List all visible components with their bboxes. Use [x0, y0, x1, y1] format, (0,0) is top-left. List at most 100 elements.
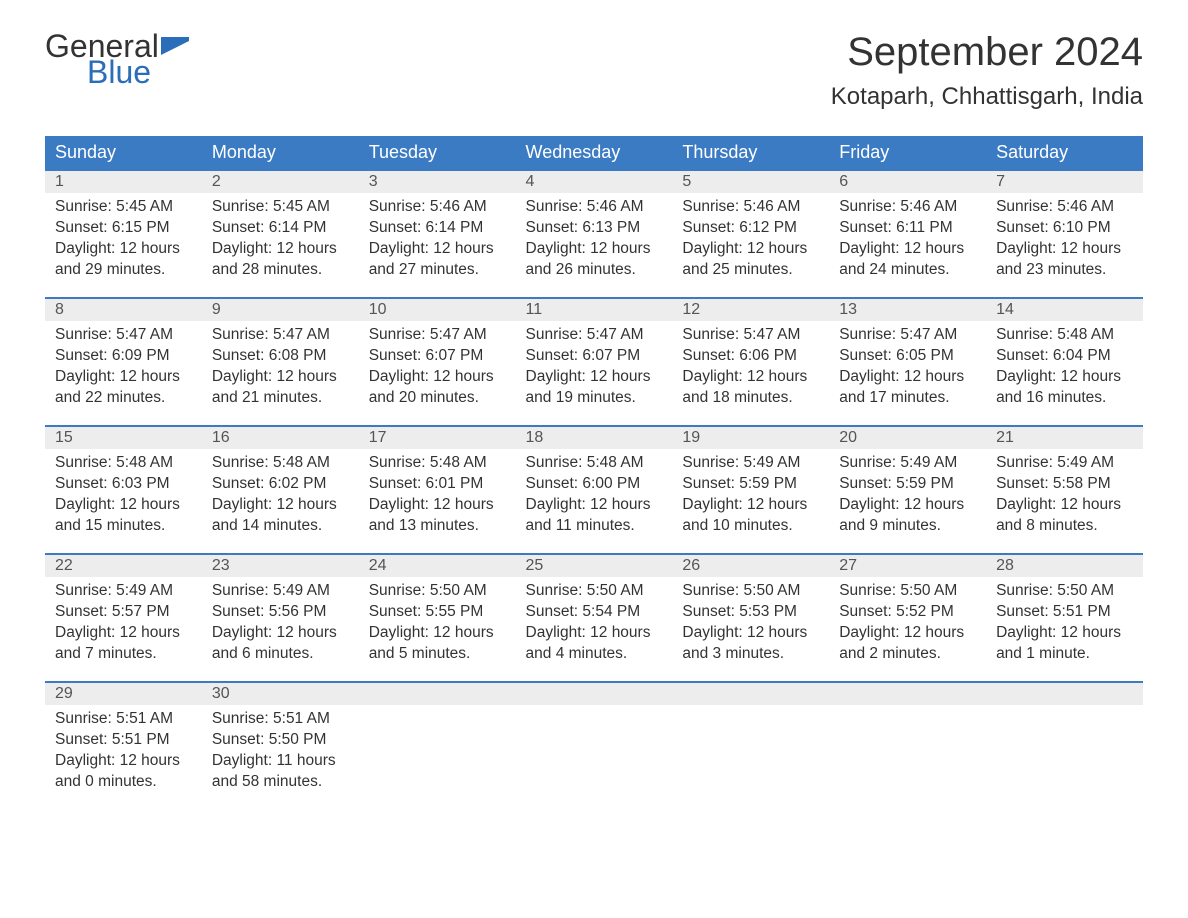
day-daylight2: and 28 minutes.: [212, 260, 349, 281]
day-cell: 18Sunrise: 5:48 AMSunset: 6:00 PMDayligh…: [516, 426, 673, 554]
day-sunset: Sunset: 5:52 PM: [839, 602, 976, 623]
day-number: 24: [359, 555, 516, 577]
day-number: 23: [202, 555, 359, 577]
day-cell: [359, 682, 516, 810]
week-row: 1Sunrise: 5:45 AMSunset: 6:15 PMDaylight…: [45, 170, 1143, 298]
day-daylight2: and 15 minutes.: [55, 516, 192, 537]
day-cell: 7Sunrise: 5:46 AMSunset: 6:10 PMDaylight…: [986, 170, 1143, 298]
day-cell: [829, 682, 986, 810]
weekday-header: Saturday: [986, 136, 1143, 170]
day-daylight1: Daylight: 12 hours: [55, 751, 192, 772]
day-sunrise: Sunrise: 5:47 AM: [839, 325, 976, 346]
day-cell: 12Sunrise: 5:47 AMSunset: 6:06 PMDayligh…: [672, 298, 829, 426]
location: Kotaparh, Chhattisgarh, India: [831, 83, 1143, 111]
day-sunset: Sunset: 6:13 PM: [526, 218, 663, 239]
day-content: Sunrise: 5:48 AMSunset: 6:00 PMDaylight:…: [516, 449, 673, 547]
day-content: Sunrise: 5:50 AMSunset: 5:53 PMDaylight:…: [672, 577, 829, 675]
weekday-header: Sunday: [45, 136, 202, 170]
day-sunset: Sunset: 6:15 PM: [55, 218, 192, 239]
day-sunrise: Sunrise: 5:48 AM: [369, 453, 506, 474]
day-cell: 30Sunrise: 5:51 AMSunset: 5:50 PMDayligh…: [202, 682, 359, 810]
day-number: 25: [516, 555, 673, 577]
day-daylight1: Daylight: 12 hours: [212, 367, 349, 388]
day-daylight2: and 29 minutes.: [55, 260, 192, 281]
day-daylight1: Daylight: 12 hours: [682, 239, 819, 260]
day-daylight1: Daylight: 12 hours: [839, 495, 976, 516]
day-daylight1: Daylight: 12 hours: [839, 623, 976, 644]
day-number: 15: [45, 427, 202, 449]
day-sunrise: Sunrise: 5:45 AM: [212, 197, 349, 218]
day-number: 26: [672, 555, 829, 577]
day-sunrise: Sunrise: 5:50 AM: [369, 581, 506, 602]
day-cell: 25Sunrise: 5:50 AMSunset: 5:54 PMDayligh…: [516, 554, 673, 682]
day-content: Sunrise: 5:46 AMSunset: 6:11 PMDaylight:…: [829, 193, 986, 291]
weekday-header: Tuesday: [359, 136, 516, 170]
day-daylight2: and 17 minutes.: [839, 388, 976, 409]
day-daylight1: Daylight: 12 hours: [526, 623, 663, 644]
day-content: Sunrise: 5:49 AMSunset: 5:59 PMDaylight:…: [829, 449, 986, 547]
day-number: 16: [202, 427, 359, 449]
weekday-header: Wednesday: [516, 136, 673, 170]
day-cell: 2Sunrise: 5:45 AMSunset: 6:14 PMDaylight…: [202, 170, 359, 298]
day-cell: 29Sunrise: 5:51 AMSunset: 5:51 PMDayligh…: [45, 682, 202, 810]
day-cell: [986, 682, 1143, 810]
day-sunrise: Sunrise: 5:51 AM: [212, 709, 349, 730]
day-sunrise: Sunrise: 5:45 AM: [55, 197, 192, 218]
day-daylight2: and 19 minutes.: [526, 388, 663, 409]
day-cell: 10Sunrise: 5:47 AMSunset: 6:07 PMDayligh…: [359, 298, 516, 426]
day-sunrise: Sunrise: 5:47 AM: [682, 325, 819, 346]
day-daylight1: Daylight: 12 hours: [212, 239, 349, 260]
day-daylight1: Daylight: 12 hours: [369, 367, 506, 388]
day-content: Sunrise: 5:50 AMSunset: 5:52 PMDaylight:…: [829, 577, 986, 675]
day-sunrise: Sunrise: 5:46 AM: [996, 197, 1133, 218]
day-daylight2: and 1 minute.: [996, 644, 1133, 665]
day-content: Sunrise: 5:49 AMSunset: 5:56 PMDaylight:…: [202, 577, 359, 675]
day-number: 9: [202, 299, 359, 321]
day-sunrise: Sunrise: 5:46 AM: [839, 197, 976, 218]
day-number: 28: [986, 555, 1143, 577]
day-daylight1: Daylight: 12 hours: [996, 495, 1133, 516]
day-content: Sunrise: 5:46 AMSunset: 6:10 PMDaylight:…: [986, 193, 1143, 291]
day-daylight2: and 9 minutes.: [839, 516, 976, 537]
week-row: 22Sunrise: 5:49 AMSunset: 5:57 PMDayligh…: [45, 554, 1143, 682]
day-daylight1: Daylight: 12 hours: [55, 239, 192, 260]
day-number: 21: [986, 427, 1143, 449]
empty-day-bar: [986, 683, 1143, 705]
day-daylight1: Daylight: 11 hours: [212, 751, 349, 772]
day-sunrise: Sunrise: 5:48 AM: [55, 453, 192, 474]
day-cell: 6Sunrise: 5:46 AMSunset: 6:11 PMDaylight…: [829, 170, 986, 298]
day-daylight2: and 26 minutes.: [526, 260, 663, 281]
day-sunset: Sunset: 5:59 PM: [682, 474, 819, 495]
day-sunset: Sunset: 5:54 PM: [526, 602, 663, 623]
day-sunrise: Sunrise: 5:50 AM: [996, 581, 1133, 602]
day-sunrise: Sunrise: 5:51 AM: [55, 709, 192, 730]
day-daylight1: Daylight: 12 hours: [369, 495, 506, 516]
day-daylight1: Daylight: 12 hours: [839, 367, 976, 388]
day-sunrise: Sunrise: 5:47 AM: [369, 325, 506, 346]
day-daylight1: Daylight: 12 hours: [682, 623, 819, 644]
title-block: September 2024 Kotaparh, Chhattisgarh, I…: [831, 30, 1143, 111]
day-daylight1: Daylight: 12 hours: [526, 239, 663, 260]
day-daylight1: Daylight: 12 hours: [996, 239, 1133, 260]
day-sunset: Sunset: 6:00 PM: [526, 474, 663, 495]
day-cell: [672, 682, 829, 810]
day-number: 13: [829, 299, 986, 321]
day-content: Sunrise: 5:51 AMSunset: 5:50 PMDaylight:…: [202, 705, 359, 803]
day-daylight1: Daylight: 12 hours: [682, 495, 819, 516]
day-number: 3: [359, 171, 516, 193]
day-sunrise: Sunrise: 5:47 AM: [526, 325, 663, 346]
day-cell: 21Sunrise: 5:49 AMSunset: 5:58 PMDayligh…: [986, 426, 1143, 554]
day-cell: 14Sunrise: 5:48 AMSunset: 6:04 PMDayligh…: [986, 298, 1143, 426]
day-sunset: Sunset: 6:12 PM: [682, 218, 819, 239]
day-daylight2: and 22 minutes.: [55, 388, 192, 409]
day-daylight2: and 0 minutes.: [55, 772, 192, 793]
week-row: 8Sunrise: 5:47 AMSunset: 6:09 PMDaylight…: [45, 298, 1143, 426]
day-content: Sunrise: 5:46 AMSunset: 6:14 PMDaylight:…: [359, 193, 516, 291]
day-cell: 28Sunrise: 5:50 AMSunset: 5:51 PMDayligh…: [986, 554, 1143, 682]
day-sunset: Sunset: 6:14 PM: [212, 218, 349, 239]
day-sunset: Sunset: 6:02 PM: [212, 474, 349, 495]
day-sunset: Sunset: 5:50 PM: [212, 730, 349, 751]
day-cell: 4Sunrise: 5:46 AMSunset: 6:13 PMDaylight…: [516, 170, 673, 298]
day-content: Sunrise: 5:46 AMSunset: 6:12 PMDaylight:…: [672, 193, 829, 291]
weekday-header: Friday: [829, 136, 986, 170]
